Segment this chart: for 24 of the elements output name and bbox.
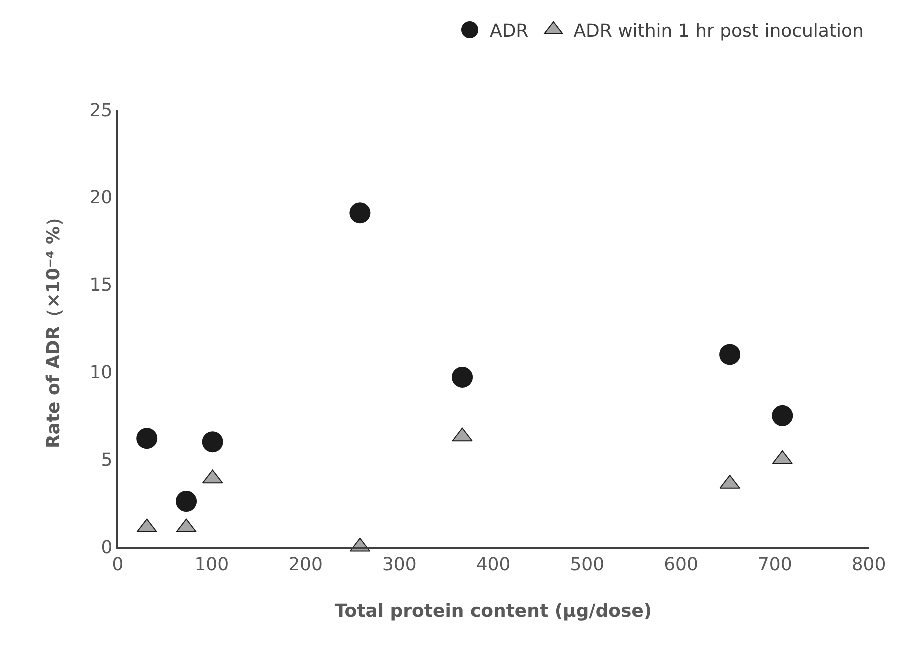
y-tick-label: 5 xyxy=(101,450,113,471)
y-tick-label: 20 xyxy=(90,188,113,209)
legend-label: ADR within 1 hr post inoculation xyxy=(574,21,864,42)
x-tick-label: 800 xyxy=(852,554,886,576)
legend-label: ADR xyxy=(490,21,529,42)
y-tick-label: 15 xyxy=(90,275,113,296)
x-axis-title: Total protein content (μg/dose) xyxy=(334,600,652,622)
x-tick-label: 400 xyxy=(476,554,511,576)
point xyxy=(136,428,158,450)
y-tick-label: 10 xyxy=(90,362,113,384)
y-tick-label: 0 xyxy=(101,537,113,558)
point xyxy=(202,432,224,453)
x-tick-label: 600 xyxy=(664,554,698,576)
y-axis-title: Rate of ADR（×10⁻⁴ %） xyxy=(43,208,64,449)
x-tick-label: 500 xyxy=(570,554,605,576)
x-tick-label: 200 xyxy=(288,554,323,576)
point xyxy=(720,344,741,366)
point xyxy=(452,366,474,388)
x-tick-label: 700 xyxy=(758,554,792,576)
y-tick-label: 25 xyxy=(90,100,113,122)
x-tick-label: 100 xyxy=(194,554,230,576)
point xyxy=(350,202,371,224)
x-tick-label: 300 xyxy=(382,554,417,576)
point xyxy=(772,405,794,426)
